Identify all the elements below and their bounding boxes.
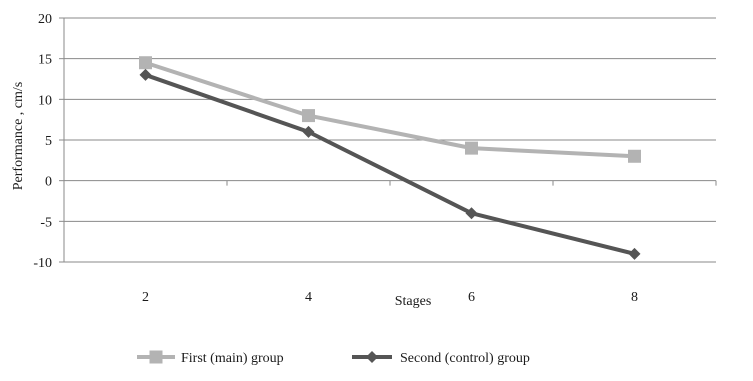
legend-label: Second (control) group — [400, 351, 530, 366]
x-tick-label: 4 — [305, 290, 312, 305]
series-line — [144, 60, 635, 159]
y-tick-label: 5 — [45, 134, 52, 149]
x-tick-label: 2 — [142, 290, 149, 305]
series-line — [144, 73, 635, 256]
data-point — [465, 141, 478, 155]
data-point — [302, 125, 315, 138]
x-tick-label: 8 — [631, 290, 638, 305]
y-tick-label: 0 — [45, 175, 52, 190]
y-tick-labels: 20 15 10 5 0 -5 -10 — [33, 12, 52, 271]
x-tick-labels: 2 4 6 8 — [142, 290, 638, 305]
data-point — [628, 149, 641, 163]
legend-item-2: Second (control) group — [352, 351, 530, 366]
y-tick-label: 20 — [38, 12, 52, 27]
x-tick-label: 6 — [468, 290, 475, 305]
y-tick-label: 10 — [38, 93, 52, 108]
x-axis-title: Stages — [395, 294, 432, 309]
y-tick-label: -10 — [33, 256, 52, 271]
y-axis-title: Performance , cm/s — [11, 82, 26, 190]
legend-label: First (main) group — [181, 351, 284, 366]
legend: First (main) group Second (control) group — [137, 350, 530, 366]
data-point — [628, 247, 641, 260]
legend-item-1: First (main) group — [137, 350, 284, 366]
y-tick-label: 15 — [38, 53, 52, 68]
data-point — [302, 109, 315, 123]
legend-marker — [366, 351, 378, 363]
data-point — [139, 56, 152, 70]
axes — [59, 17, 717, 263]
series-group — [139, 56, 641, 260]
series-2 — [139, 68, 641, 260]
legend-marker — [149, 350, 163, 364]
data-point — [465, 207, 478, 220]
y-tick-label: -5 — [40, 215, 52, 230]
series-1 — [139, 56, 641, 163]
grid-lines — [64, 17, 716, 263]
data-point — [139, 68, 152, 81]
